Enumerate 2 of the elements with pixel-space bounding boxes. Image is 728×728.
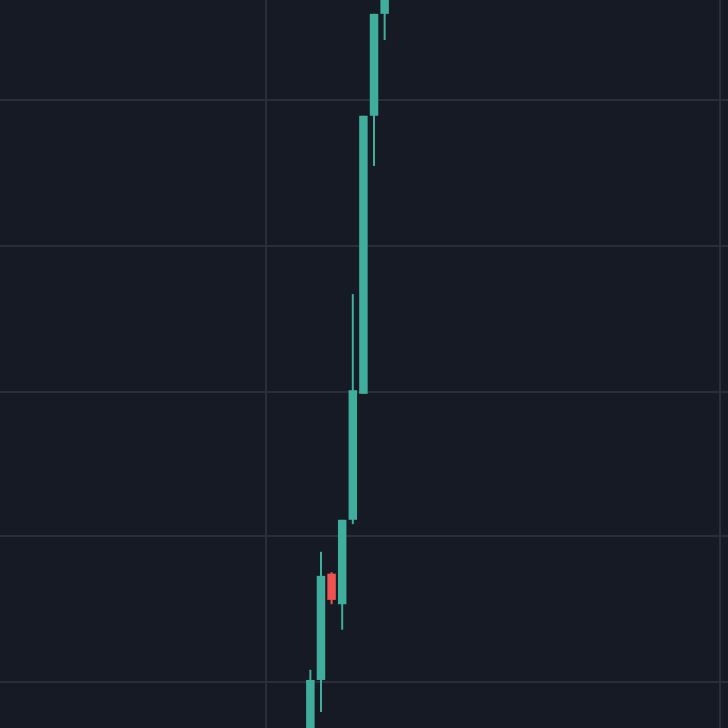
candlestick [380, 0, 389, 42]
candlestick [327, 571, 336, 606]
